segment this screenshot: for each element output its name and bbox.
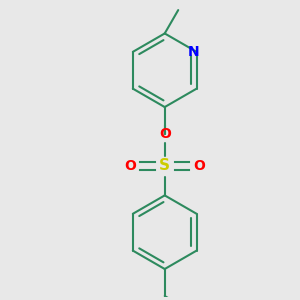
Text: O: O <box>124 159 136 173</box>
Text: O: O <box>159 127 171 141</box>
Text: N: N <box>188 45 199 59</box>
Text: S: S <box>159 158 170 173</box>
Text: O: O <box>193 159 205 173</box>
